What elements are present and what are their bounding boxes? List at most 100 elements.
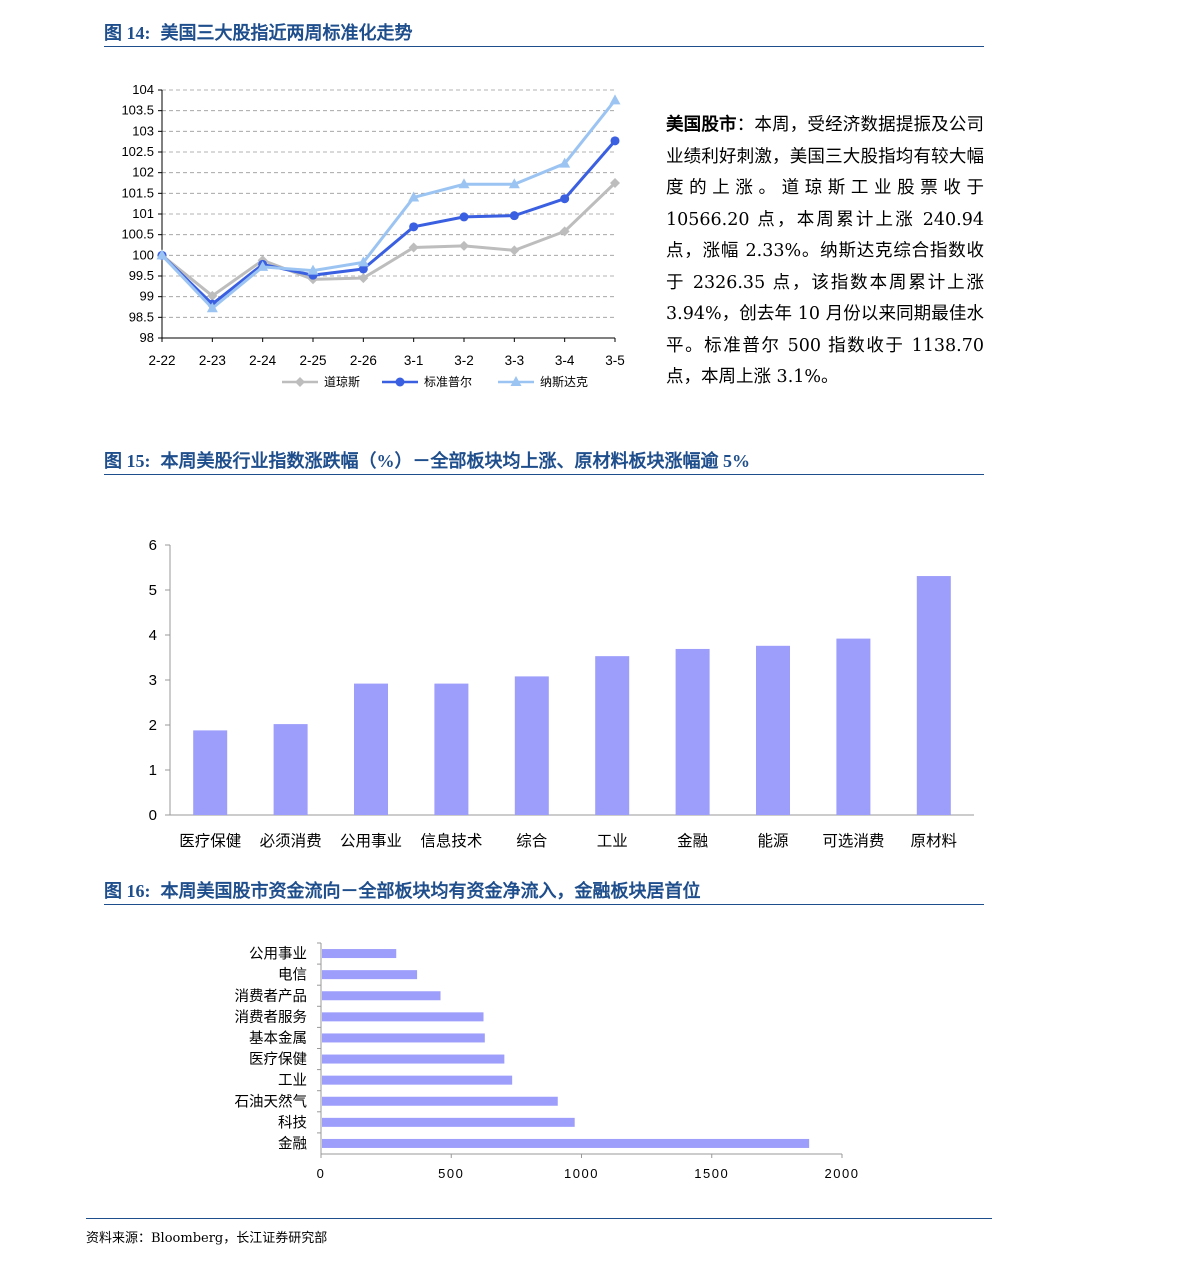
x-tick-label: 2000 [825,1166,860,1181]
data-point [357,256,369,267]
bar [675,648,710,815]
y-tick-label: 3 [149,672,157,689]
data-point [610,136,620,146]
bar [322,1054,505,1064]
x-tick-label: 原材料 [911,832,958,850]
data-point [307,264,319,275]
y-tick-label: 100.5 [121,227,154,242]
x-tick-label: 0 [317,1166,326,1181]
y-tick-label: 基本金属 [249,1030,307,1047]
bar [322,991,441,1001]
y-tick-label: 99 [140,289,154,304]
bar [836,638,871,815]
bar [756,645,790,815]
bar [322,1033,485,1043]
bar [273,724,308,815]
legend-item: 标准普尔 [382,374,472,389]
data-point [358,264,368,274]
source-note: 资料来源：Bloomberg，长江证券研究部 [86,1218,992,1246]
bar [434,683,469,815]
figure-15-label: 图 15: [104,451,151,471]
figure-14-label: 图 14: [104,23,151,43]
y-tick-label: 102 [132,165,154,180]
bar [322,1138,810,1148]
legend-label: 标准普尔 [424,374,472,389]
commentary-colon: ： [736,115,755,135]
y-tick-label: 101 [132,206,154,221]
y-tick-label: 101.5 [121,185,154,200]
data-point [459,240,469,251]
series-line [160,99,617,311]
x-tick-label: 3-4 [555,353,575,368]
y-tick-label: 103.5 [121,103,154,118]
y-tick-label: 石油天然气 [235,1093,308,1110]
x-tick-label: 信息技术 [420,832,482,850]
bar [322,1096,558,1106]
fund-flow-bar-chart: 0 500 1000 1500 2000 公用事业电信消费者产品消费者服务基本金属医疗保健… [235,942,860,1181]
x-tick-label: 综合 [516,832,548,850]
y-tick-label: 100 [132,247,154,262]
y-tick-label: 104 [132,82,154,97]
data-point [408,242,419,253]
data-point [560,194,570,204]
data-point [395,377,405,387]
bar [193,730,228,815]
x-tick-label: 3-3 [505,353,525,368]
legend-label: 纳斯达克 [540,375,588,389]
figure-16-title: 图 16: 本周美国股市资金流向－全部板块均有资金净流入，金融板块居首位 [104,880,984,905]
data-point [609,94,621,105]
bar [322,970,418,980]
x-tick-label: 2-26 [350,353,377,368]
y-tick-label: 103 [132,123,154,138]
x-tick-label: 3-5 [605,353,625,368]
y-tick-label: 4 [149,627,157,644]
x-tick-label: 2-22 [148,353,175,368]
bar [322,1012,484,1022]
sector-bar-chart: 0 1 2 3 4 5 6 医疗保健 必须消费 公用事业 信息技术 综合 工业 金融 能源 可选消费 原材料 [149,537,974,850]
series-1 [157,178,620,301]
data-point [459,212,469,222]
data-point [509,211,519,221]
data-point [257,260,269,271]
x-tick-label: 2-24 [249,353,277,368]
y-tick-label: 2 [149,717,157,734]
legend-item: 纳斯达克 [498,375,588,389]
line-chart: 98 98.5 99 99.5 100 100.5 101 101.5 102 102.5 103 1… [121,82,625,389]
x-tick-label: 可选消费 [822,832,884,850]
data-point [156,249,168,260]
data-point [408,191,420,202]
series-3 [156,94,621,313]
bar [514,676,549,815]
x-tick-label: 2-25 [299,353,326,368]
bar [354,683,388,815]
series-2 [157,136,620,309]
data-point [508,178,520,189]
y-tick-label: 公用事业 [249,946,307,963]
x-tick-label: 2-23 [199,353,226,368]
series-line [161,181,617,298]
figure-16-label: 图 16: [104,881,151,901]
figure-14-title: 图 14: 美国三大股指近两周标准化走势 [104,22,984,47]
x-tick-label: 500 [438,1166,464,1181]
y-tick-label: 99.5 [129,268,154,283]
data-point [509,245,520,256]
data-point [559,226,570,237]
figure-14-caption: 美国三大股指近两周标准化走势 [160,23,413,43]
data-point [207,290,218,301]
data-point [358,273,369,284]
y-tick-label: 电信 [278,967,307,984]
y-tick-label: 102.5 [121,144,154,159]
y-tick-label: 0 [149,807,157,824]
legend-item: 道琼斯 [282,374,360,389]
bar [322,1075,513,1085]
data-point [295,377,305,387]
x-tick-label: 工业 [597,832,628,850]
x-tick-label: 公用事业 [340,832,402,850]
x-tick-label: 金融 [677,832,708,850]
us-market-commentary: 美国股市：本周，受经济数据提振及公司业绩利好刺激，美国三大股指均有较大幅度的上涨… [666,110,984,394]
bar [916,576,951,815]
y-tick-label: 工业 [278,1072,307,1089]
x-tick-label: 3-2 [454,353,474,368]
x-tick-label: 能源 [757,832,788,850]
y-tick-label: 科技 [278,1114,307,1131]
